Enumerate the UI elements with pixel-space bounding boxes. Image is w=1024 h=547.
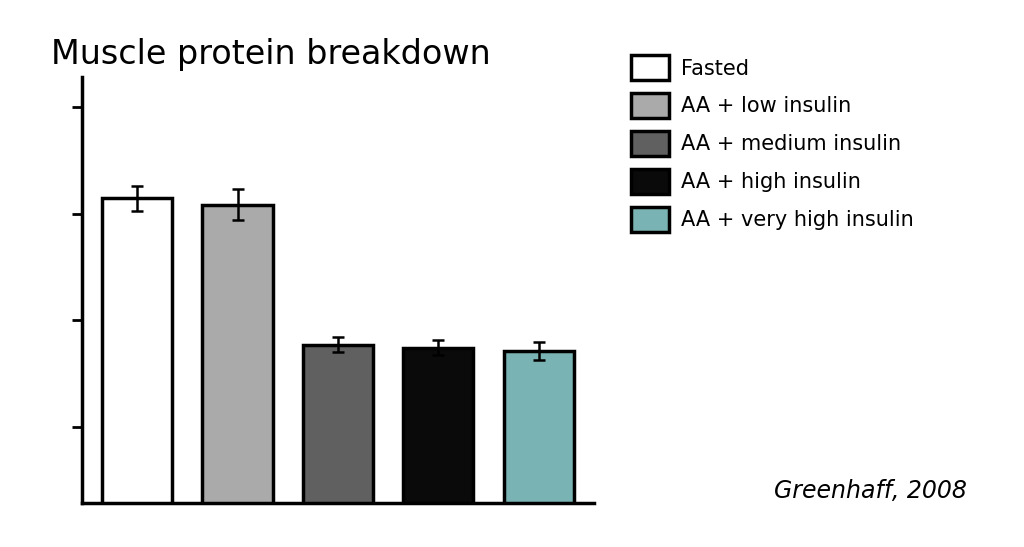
Legend: Fasted, AA + low insulin, AA + medium insulin, AA + high insulin, AA + very high: Fasted, AA + low insulin, AA + medium in… [625,49,921,238]
Bar [102,199,172,503]
Text: Greenhaff, 2008: Greenhaff, 2008 [774,479,967,503]
Text: Muscle protein breakdown: Muscle protein breakdown [51,38,490,71]
Bar [504,351,573,503]
Bar [203,205,272,503]
Bar [403,348,473,503]
Bar [303,345,373,503]
